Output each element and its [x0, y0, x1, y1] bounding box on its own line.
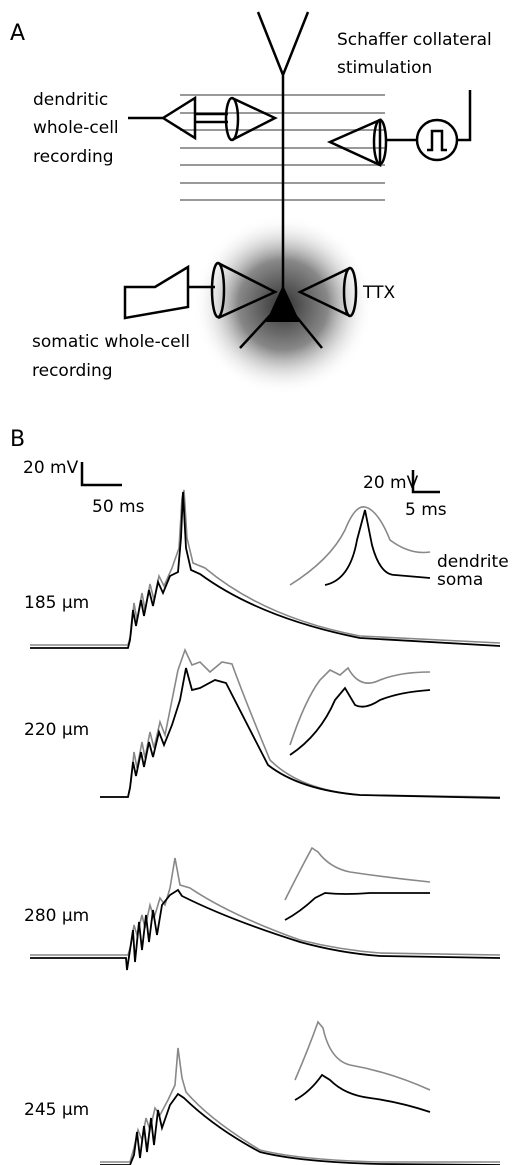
label: somatic whole-cell [32, 332, 190, 352]
stimulation-electrode [330, 90, 470, 165]
scale-label: 50 ms [92, 497, 145, 517]
panel-label: B [10, 427, 25, 452]
label: stimulation [337, 58, 432, 78]
label: whole-cell [33, 118, 119, 138]
distance-label: 220 µm [24, 720, 89, 740]
label: dendritic [33, 90, 108, 110]
figure: A Schaffer collater [0, 0, 527, 1165]
distance-label: 280 µm [24, 906, 89, 926]
panel-b: B 20 mV 50 ms 20 mV 5 ms dendrite soma 1… [10, 427, 509, 1165]
legend-label: dendrite [437, 552, 509, 572]
scale-label: 20 mV [23, 458, 79, 478]
panel-a: A Schaffer collater [10, 12, 492, 395]
dendritic-electrode [128, 98, 275, 140]
legend-label: soma [437, 570, 483, 590]
panel-label: A [10, 21, 25, 46]
distance-label: 245 µm [24, 1100, 89, 1120]
distance-label: 185 µm [24, 593, 89, 613]
scale-bar [82, 462, 122, 485]
scale-label: 20 mV [363, 473, 419, 493]
label: recording [33, 147, 114, 167]
traces [30, 490, 500, 1165]
label: Schaffer collateral [337, 30, 492, 50]
label: TTX [362, 283, 395, 303]
scale-label: 5 ms [405, 500, 447, 520]
label: recording [32, 361, 113, 381]
